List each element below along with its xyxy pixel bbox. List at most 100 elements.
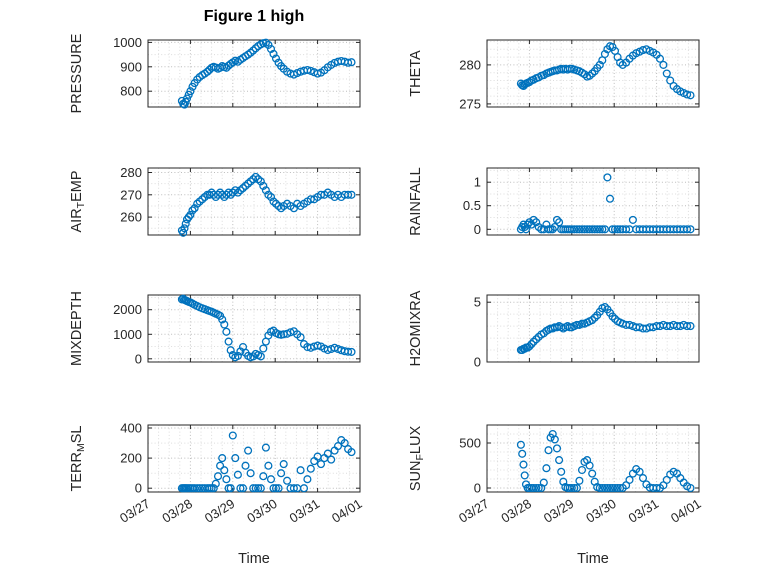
data-point — [193, 199, 202, 208]
y-tick-label: 500 — [459, 436, 481, 451]
data-point — [532, 335, 541, 344]
y-tick-label: 1000 — [113, 35, 142, 50]
data-point — [572, 225, 581, 234]
data-point — [595, 225, 604, 234]
data-points — [177, 294, 356, 362]
data-point — [539, 478, 548, 487]
data-point — [583, 225, 592, 234]
data-point — [249, 175, 258, 184]
data-point — [279, 460, 288, 469]
y-tick-label: 0.5 — [463, 198, 481, 213]
data-point — [316, 460, 326, 469]
data-point — [186, 210, 195, 219]
data-point — [347, 190, 356, 199]
y-tick-label: 280 — [459, 57, 481, 72]
data-point — [224, 337, 233, 346]
x-axis-label: Time — [577, 551, 609, 567]
data-point — [244, 446, 253, 455]
data-point — [251, 484, 260, 493]
axes-box — [147, 294, 361, 363]
data-point — [233, 188, 242, 197]
data-point — [313, 341, 322, 350]
data-point — [525, 342, 534, 351]
data-point — [226, 190, 235, 199]
data-point — [249, 352, 258, 361]
data-point — [572, 483, 581, 493]
data-point — [613, 225, 622, 234]
data-point — [585, 225, 594, 234]
axes-box — [486, 167, 700, 236]
data-point — [516, 440, 525, 449]
data-point — [220, 466, 229, 475]
y-tick-label: 5 — [474, 295, 481, 310]
data-point — [226, 484, 235, 493]
sun-flux-chart: 0 500 03/27 03/28 03/29 03/30 03/31 04/01 Time SU… — [408, 424, 704, 567]
grid — [487, 425, 699, 492]
data-point — [659, 60, 668, 69]
data-point — [193, 484, 202, 493]
data-point — [590, 225, 599, 234]
data-point — [534, 222, 543, 232]
data-point — [605, 483, 615, 493]
data-point — [686, 322, 695, 331]
data-point — [588, 225, 597, 234]
data-point — [228, 431, 237, 440]
subplot-sun-flux: 0 500 03/27 03/28 03/29 03/30 03/31 04/01 Time SU… — [404, 413, 734, 583]
data-point — [259, 472, 268, 481]
data-point — [269, 49, 278, 58]
y-tick-label: 0 — [474, 481, 481, 496]
data-point — [233, 57, 242, 66]
data-point — [254, 484, 263, 493]
data-point — [652, 483, 661, 493]
y-axis-label: MIXDEPTH — [69, 291, 85, 366]
data-point — [552, 215, 562, 224]
data-point — [246, 469, 255, 478]
subplot-terr-msl: 0 200 400 03/27 03/28 03/29 03/30 03/31 04/01 Tim… — [65, 413, 395, 583]
data-point — [610, 225, 620, 234]
data-point — [220, 320, 229, 329]
y-tick-label: 2000 — [113, 302, 142, 317]
data-point — [628, 215, 637, 224]
data-point — [519, 460, 528, 469]
data-point — [180, 224, 189, 233]
data-point — [261, 186, 270, 195]
data-point — [686, 91, 695, 100]
data-point — [577, 465, 587, 475]
y-tick-label: 280 — [120, 165, 142, 180]
y-tick-label: 900 — [120, 59, 142, 74]
data-point — [577, 225, 587, 234]
data-point — [603, 173, 612, 182]
x-tick-label: 03/30 — [583, 496, 619, 526]
data-point — [608, 225, 617, 234]
data-point — [548, 429, 557, 439]
y-tick-label: 0 — [474, 222, 481, 237]
y-tick-label: 270 — [120, 187, 142, 202]
x-tick-label: 03/27 — [456, 496, 492, 526]
x-tick-label: 03/30 — [244, 496, 280, 526]
axes-box — [486, 424, 700, 493]
data-point — [575, 476, 584, 485]
data-point — [222, 327, 231, 336]
data-point — [249, 484, 258, 493]
subplot-air-temp: 260 270 280 AIRTEMP — [65, 156, 395, 261]
data-point — [344, 58, 353, 67]
data-point — [256, 484, 265, 493]
data-point — [588, 469, 597, 478]
data-point — [575, 225, 584, 234]
data-point — [213, 472, 223, 481]
theta-chart: 275 280 THETA — [408, 39, 700, 111]
y-axis-label: TERRMSL — [69, 426, 87, 492]
data-point — [529, 215, 538, 224]
data-point — [296, 466, 305, 475]
data-point — [269, 197, 278, 206]
data-point — [638, 474, 648, 483]
y-axis-label: H2OMIXRA — [408, 290, 424, 366]
data-point — [306, 464, 315, 473]
data-point — [527, 340, 536, 349]
data-point — [182, 94, 192, 103]
data-point — [193, 75, 202, 84]
data-point — [236, 484, 245, 493]
axes-box — [147, 39, 361, 108]
data-point — [251, 44, 260, 53]
